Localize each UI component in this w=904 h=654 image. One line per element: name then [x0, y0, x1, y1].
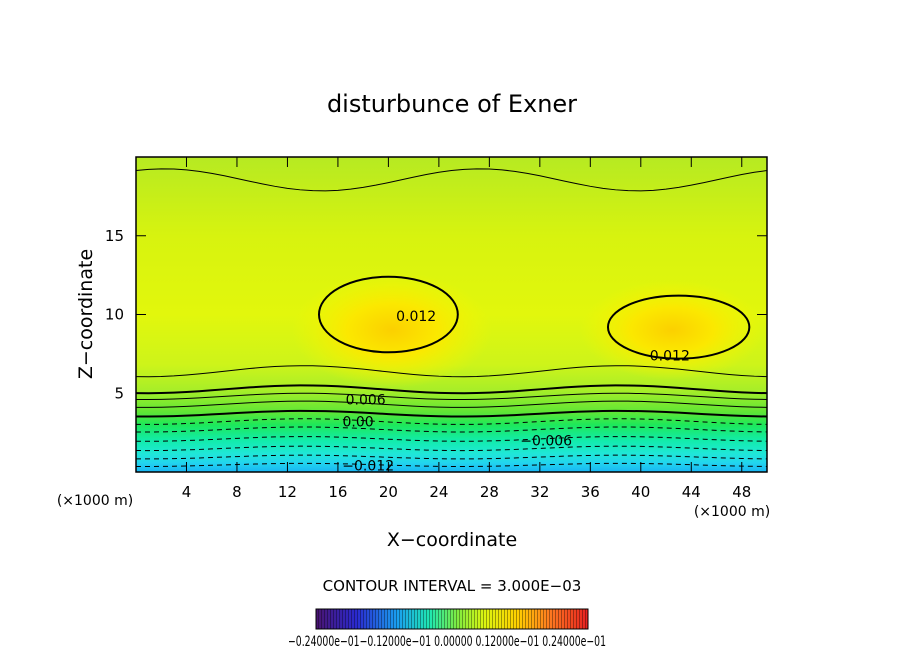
- contour-closed-left: [317, 275, 459, 354]
- contour-line: [136, 445, 767, 452]
- colorbar-stripes: [316, 609, 588, 629]
- contour-label: 0.012: [650, 348, 690, 364]
- x-tick-label: 4: [182, 483, 192, 501]
- contour-line: [136, 418, 767, 425]
- x-tick-label: 32: [530, 483, 549, 501]
- x-tick-label: 28: [480, 483, 499, 501]
- y-axis-label: Z−coordinate: [75, 249, 97, 379]
- contour-labels: 0.012 0.012 0.006 0.00 −0.006 −0.012: [342, 309, 690, 475]
- contour-line: [136, 462, 767, 467]
- x-tick-label: 40: [631, 483, 650, 501]
- contour-line: [136, 426, 767, 433]
- x-tick-label: 8: [232, 483, 242, 501]
- x-tick-label: 44: [682, 483, 701, 501]
- x-tick-label: 48: [732, 483, 751, 501]
- y-tick-label: 5: [114, 384, 124, 402]
- contour-line: [136, 392, 767, 401]
- contour-line: [136, 400, 767, 408]
- contour-label: 0.00: [343, 415, 374, 431]
- contour-line: [136, 436, 767, 442]
- y-tick-label: 15: [105, 227, 124, 245]
- contour-interval-text: CONTOUR INTERVAL = 3.000E−03: [323, 577, 582, 595]
- contour-closed-right: [606, 294, 751, 360]
- contour-line: [136, 384, 767, 395]
- x-tick-label: 24: [429, 483, 448, 501]
- x-unit-left: (×1000 m): [57, 493, 133, 509]
- plot-area: 0.012 0.012 0.006 0.00 −0.006 −0.012: [136, 157, 767, 475]
- contour-lines: [136, 168, 767, 467]
- max-region-left: [292, 272, 492, 388]
- contour-line: [136, 168, 767, 192]
- contour-label: −0.006: [520, 434, 572, 450]
- x-tick-label: 12: [278, 483, 297, 501]
- x-tick-label: 16: [328, 483, 347, 501]
- axis-ticks: [136, 157, 767, 472]
- contour-label: 0.012: [396, 309, 436, 325]
- colorbar-labels: −0.24000e−01−0.12000e−01 0.00000 0.12000…: [288, 634, 606, 650]
- contour-line: [136, 454, 767, 460]
- x-tick-label: 20: [379, 483, 398, 501]
- x-axis-label: X−coordinate: [387, 529, 517, 551]
- contour-line: [136, 409, 767, 418]
- y-tick-label: 10: [105, 306, 124, 324]
- x-unit-right: (×1000 m): [694, 504, 770, 520]
- contour-label: −0.012: [342, 459, 394, 475]
- contour-label: 0.006: [346, 393, 386, 409]
- contour-line: [136, 365, 767, 378]
- x-tick-label: 36: [581, 483, 600, 501]
- chart-title: disturbunce of Exner: [327, 90, 577, 118]
